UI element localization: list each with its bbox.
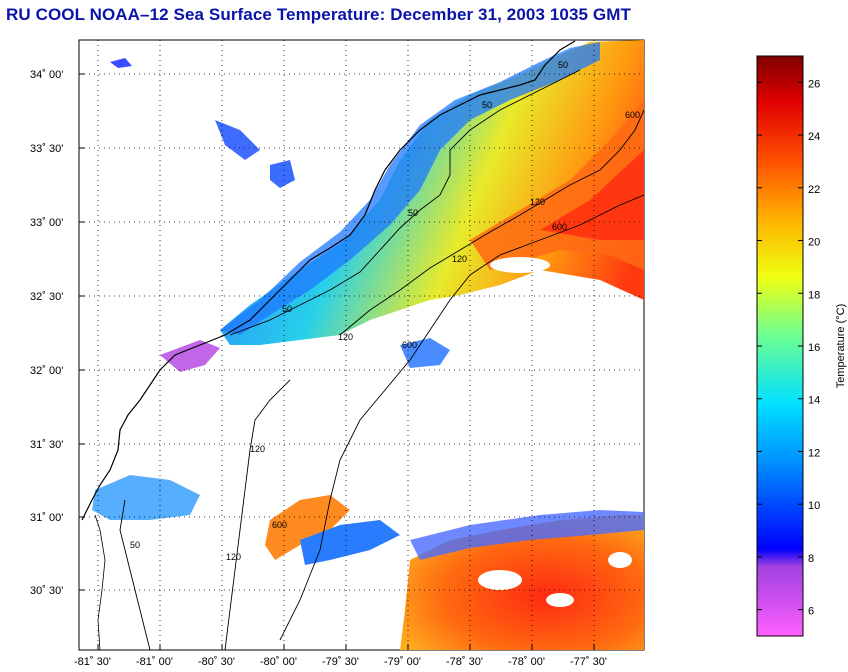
- contour-label: 600: [625, 110, 640, 120]
- coastline: [81, 40, 576, 521]
- contour-label: 600: [272, 520, 287, 530]
- colorbar-tick-label: 8: [808, 553, 814, 565]
- lon-label: -77˚ 30': [570, 656, 607, 668]
- sst-south-cool: [410, 510, 644, 560]
- sst-cloud-edge: [270, 160, 295, 188]
- lat-label: 33˚ 30': [30, 143, 63, 155]
- contour-label: 120: [250, 444, 265, 454]
- lon-label: -81˚ 00': [136, 656, 173, 668]
- contour-label: 120: [338, 332, 353, 342]
- contour-label: 50: [482, 100, 492, 110]
- cloud-gap: [490, 257, 550, 273]
- cloud-gap: [608, 552, 632, 568]
- contour-label: 600: [402, 340, 417, 350]
- lat-label: 30˚ 30': [30, 585, 63, 597]
- contour-50m-south: [119, 499, 151, 650]
- lat-label: 32˚ 30': [30, 291, 63, 303]
- sst-sw-cool: [300, 520, 400, 565]
- contour-120m-south: [224, 379, 291, 650]
- sst-hot-core: [540, 150, 644, 240]
- cloud-gap: [546, 593, 574, 607]
- contour-label-group: 50 50 50 50 120 120 120 120 600 600 600 …: [130, 60, 640, 562]
- contour-label: 600: [552, 222, 567, 232]
- contour-label: 120: [226, 552, 241, 562]
- colorbar-tick-label: 20: [808, 237, 820, 249]
- bathymetry-contours: [119, 69, 644, 650]
- sst-coast-patch: [92, 475, 200, 520]
- colorbar-gradient: [756, 55, 804, 637]
- colorbar-tick-label: 10: [808, 500, 820, 512]
- contour-label: 50: [130, 540, 140, 550]
- sst-field: 50 50 50 50 120 120 120 120 600 600 600 …: [79, 40, 644, 650]
- sst-cloud-edge: [400, 338, 450, 368]
- colorbar-tick-label: 24: [808, 131, 820, 143]
- colorbar-tick-label: 16: [808, 342, 820, 354]
- lon-label: -79˚ 30': [322, 656, 359, 668]
- colorbar-tick-label: 18: [808, 289, 820, 301]
- sst-cloud-edge: [160, 340, 220, 372]
- lon-label: -79˚ 00': [384, 656, 421, 668]
- graticule: [79, 40, 644, 650]
- lat-label: 32˚ 00': [30, 365, 63, 377]
- contour-50m: [229, 69, 581, 336]
- axis-ticks: [79, 73, 595, 650]
- sst-nearshore-cool: [220, 42, 600, 335]
- lat-label: 31˚ 30': [30, 439, 63, 451]
- contour-label: 50: [558, 60, 568, 70]
- lon-label: -81˚ 30': [74, 656, 111, 668]
- contour-label: 50: [408, 208, 418, 218]
- contour-600m: [279, 194, 644, 641]
- lat-label: 31˚ 00': [30, 512, 63, 524]
- cloud-gap: [478, 570, 522, 590]
- sst-cloud-edge: [110, 58, 132, 68]
- colorbar-tick-label: 6: [808, 606, 814, 618]
- colorbar-label: Temperature (°C): [835, 304, 847, 388]
- lon-labels: -81˚ 30' -81˚ 00' -80˚ 30' -80˚ 00' -79˚…: [74, 656, 607, 668]
- contour-label: 50: [282, 304, 292, 314]
- contour-120m: [339, 109, 644, 336]
- sst-cloud-edge: [215, 120, 260, 160]
- colorbar-tick-label: 26: [808, 78, 820, 90]
- lon-label: -80˚ 30': [198, 656, 235, 668]
- sst-sw-patch: [265, 495, 350, 560]
- map-title: RU COOL NOAA–12 Sea Surface Temperature:…: [6, 5, 631, 24]
- lat-label: 33˚ 00': [30, 217, 63, 229]
- lon-label: -80˚ 00': [260, 656, 297, 668]
- lat-labels: 34˚ 00' 33˚ 30' 33˚ 00' 32˚ 30' 32˚ 00' …: [30, 69, 63, 597]
- contour-label: 120: [452, 254, 467, 264]
- colorbar-tick-label: 12: [808, 447, 820, 459]
- colorbar-tick-label: 22: [808, 184, 820, 196]
- lon-label: -78˚ 00': [508, 656, 545, 668]
- colorbar-tick-label: 14: [808, 395, 820, 407]
- contour-label: 120: [530, 197, 545, 207]
- lon-label: -78˚ 30': [446, 656, 483, 668]
- lat-label: 34˚ 00': [30, 69, 63, 81]
